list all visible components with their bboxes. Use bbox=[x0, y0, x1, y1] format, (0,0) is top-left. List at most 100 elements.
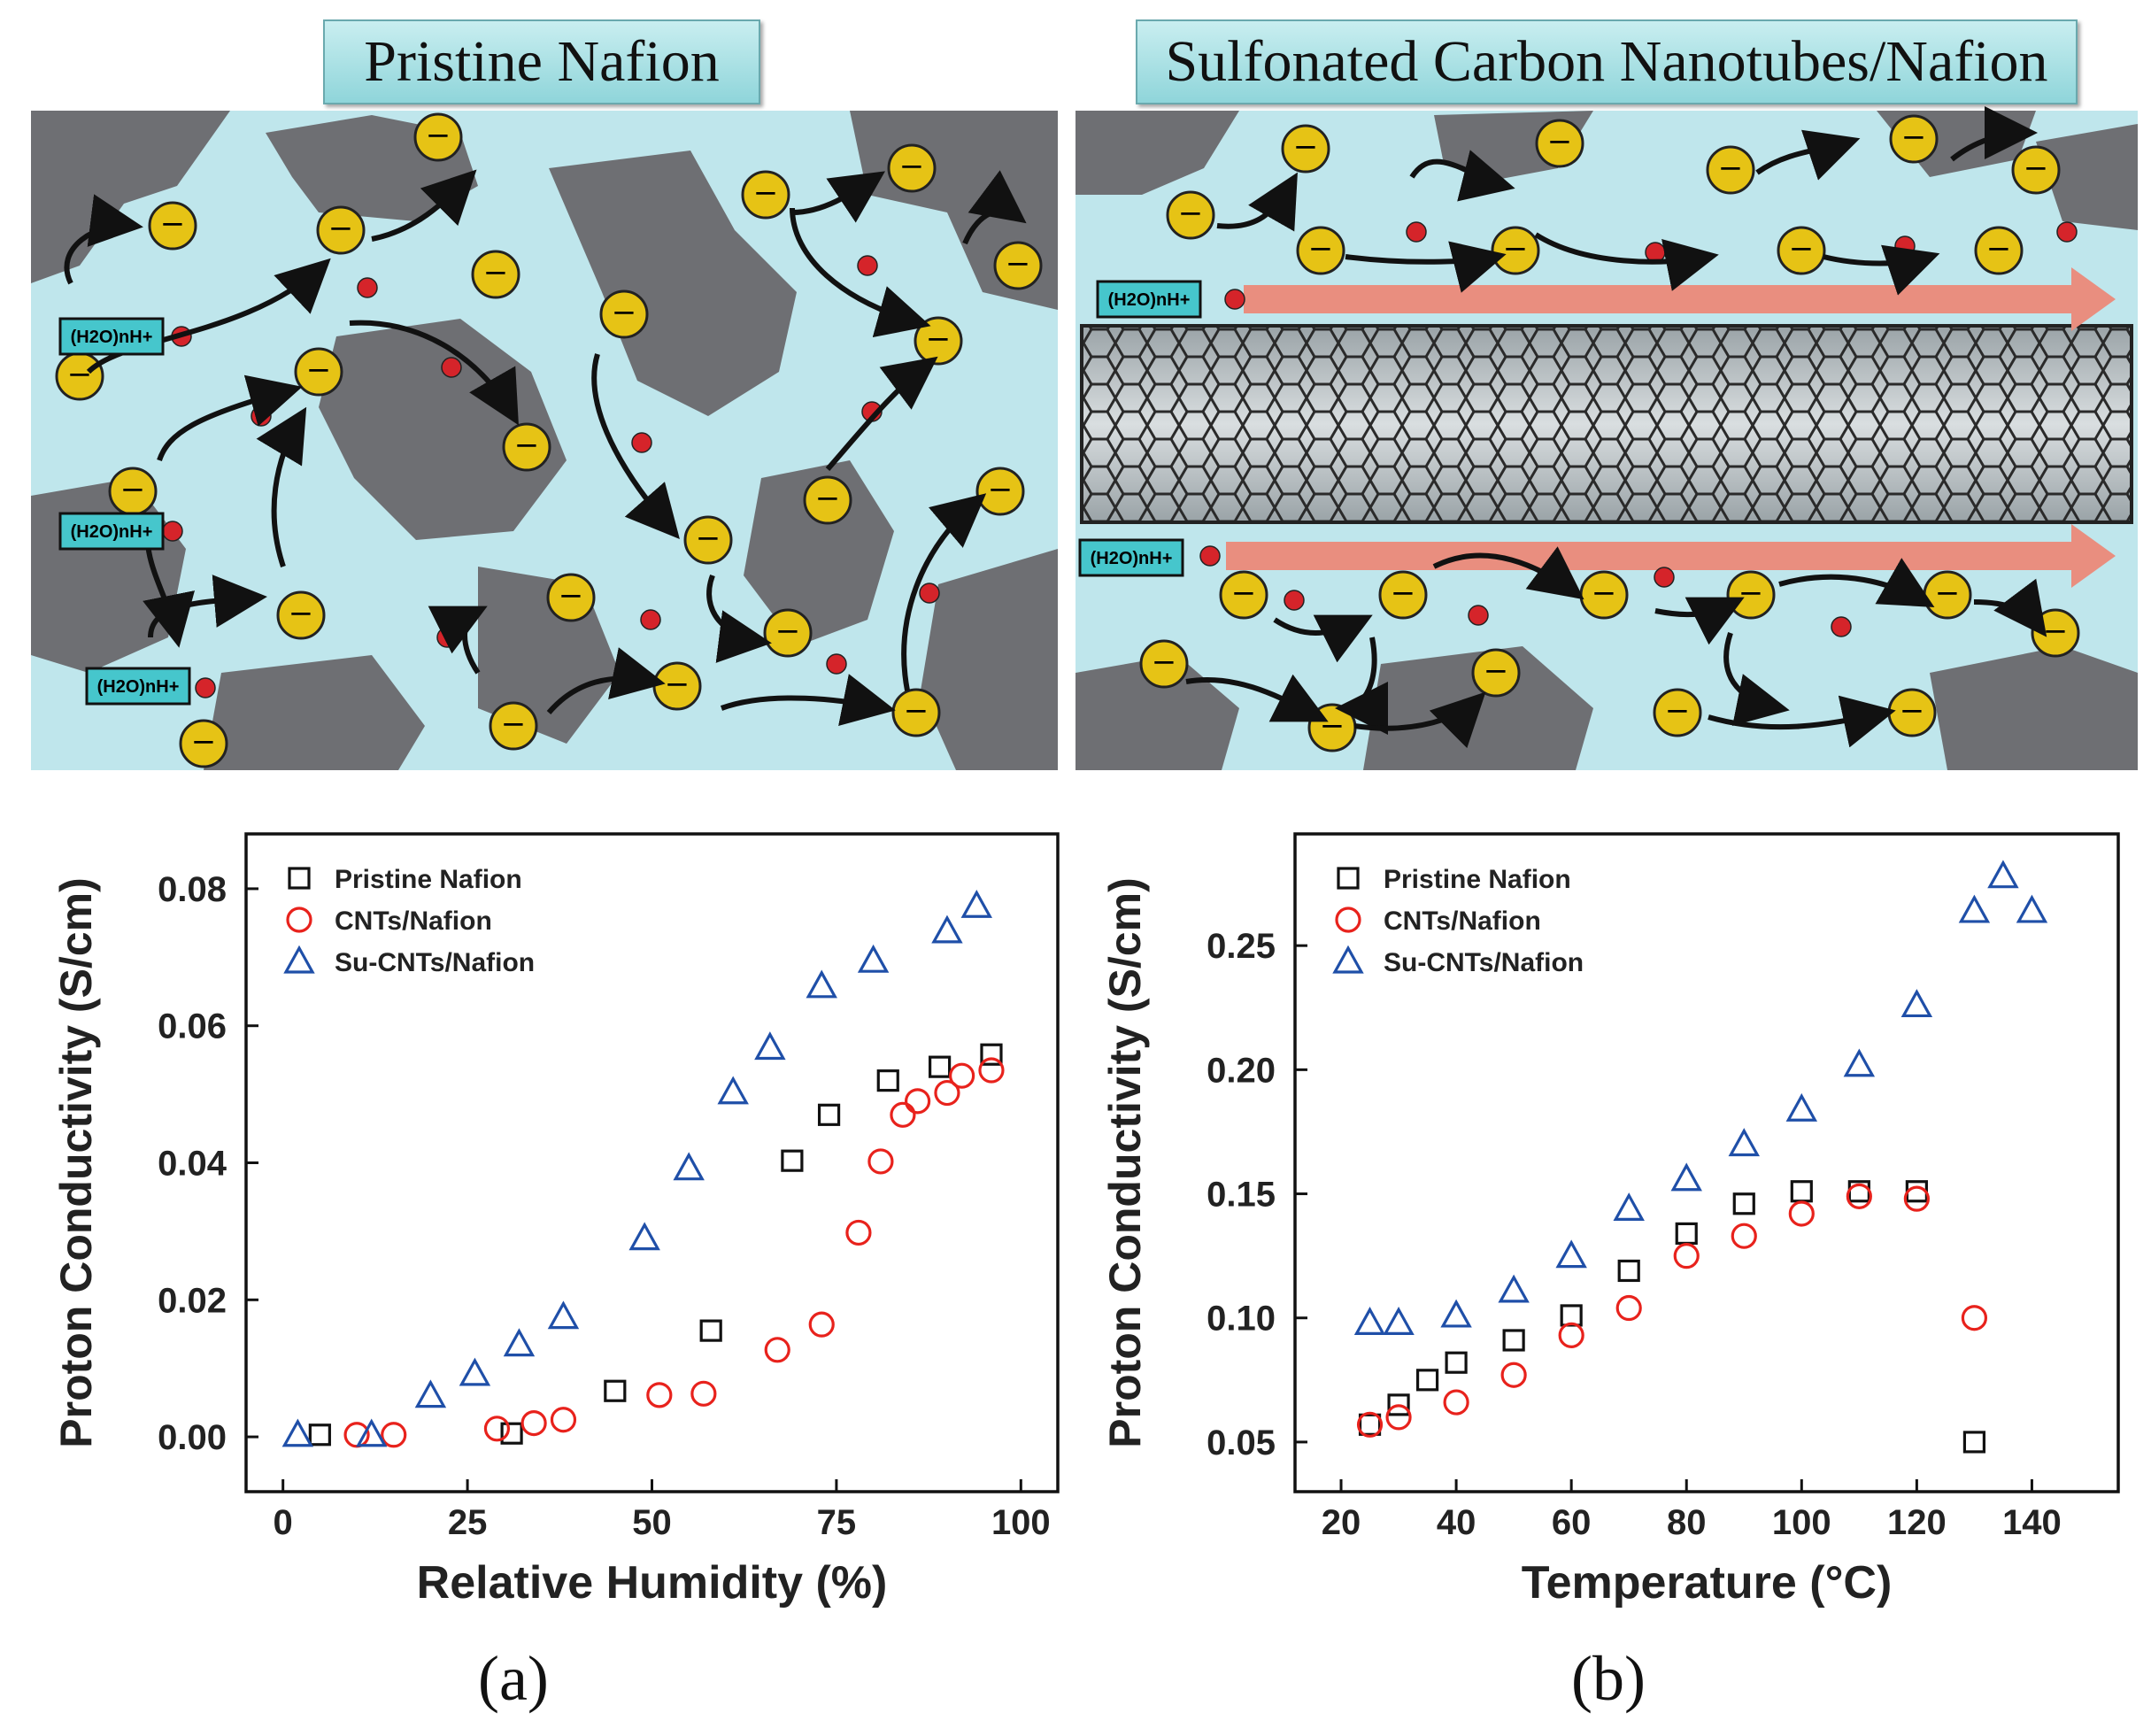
hydronium-labels-right: (H2O)nH+ (H2O)nH+ bbox=[1078, 280, 1202, 577]
chart-a-point-triangle bbox=[857, 944, 890, 973]
chart-b-point-circle bbox=[1385, 1404, 1412, 1431]
chart-a-point-circle bbox=[845, 1219, 872, 1246]
svg-text:(H2O)nH+: (H2O)nH+ bbox=[71, 522, 153, 542]
svg-text:−: − bbox=[1901, 120, 1927, 155]
chart-a-y-tick-label: 0.00 bbox=[158, 1418, 227, 1457]
chart-b-plot-frame bbox=[1293, 832, 2120, 1493]
svg-text:−: − bbox=[988, 472, 1014, 507]
sulfonate-ion: − bbox=[993, 241, 1043, 290]
chart-a-legend-label: CNTs/Nafion bbox=[335, 907, 492, 936]
chart-a-point-circle bbox=[934, 1079, 960, 1107]
svg-text:−: − bbox=[1231, 575, 1257, 611]
chart-b-point-square bbox=[1445, 1351, 1468, 1374]
chart-b-legend-marker bbox=[1335, 907, 1361, 933]
chart-b-point-square bbox=[1387, 1393, 1410, 1416]
svg-text:−: − bbox=[67, 357, 93, 392]
chart-b-y-tick-label: 0.10 bbox=[1207, 1300, 1276, 1339]
sulfonate-ion: − bbox=[599, 289, 649, 339]
svg-text:−: − bbox=[483, 255, 509, 290]
sulfonate-ion: − bbox=[1378, 570, 1428, 620]
chart-a-point-square bbox=[817, 1103, 841, 1126]
sulfonate-ion: − bbox=[803, 475, 852, 525]
sulfonate-ion: − bbox=[1219, 570, 1268, 620]
chart-b-point-triangle bbox=[1958, 894, 1991, 923]
chart-b-series-triangle bbox=[1353, 860, 2048, 1335]
chart-b-point-square bbox=[1502, 1329, 1525, 1352]
chart-a-x-tick-label: 50 bbox=[632, 1503, 672, 1542]
chart-a-point-triangle bbox=[717, 1076, 749, 1105]
sulfonate-ion: − bbox=[1296, 226, 1345, 275]
sulfonate-ion: − bbox=[55, 351, 104, 401]
schematic-illustrations: − − − − − − − − − − − − − − − − − − − − … bbox=[31, 106, 2138, 770]
svg-text:−: − bbox=[1391, 575, 1416, 611]
chart-a-x-axis-label: Relative Humidity (%) bbox=[417, 1557, 888, 1609]
chart-b-point-triangle bbox=[1498, 1274, 1530, 1303]
chart-b-point-triangle bbox=[1843, 1048, 1876, 1077]
chart-a-point-square bbox=[308, 1424, 331, 1447]
chart-b-point-square bbox=[1617, 1259, 1640, 1283]
svg-text:(H2O)nH+: (H2O)nH+ bbox=[97, 677, 180, 697]
chart-a-point-triangle bbox=[459, 1357, 491, 1386]
sulfonate-ion: − bbox=[914, 316, 963, 366]
svg-text:−: − bbox=[120, 472, 146, 507]
left-panel-title: Pristine Nafion bbox=[323, 19, 760, 104]
chart-b-point-square bbox=[1962, 1431, 1986, 1454]
sulfonate-ion: − bbox=[652, 661, 702, 711]
chart-b-point-triangle bbox=[1555, 1239, 1587, 1269]
chart-b-point-square bbox=[1790, 1180, 1813, 1203]
sulfonate-ion: − bbox=[294, 347, 343, 397]
chart-b-point-square bbox=[1415, 1369, 1439, 1392]
sulfonate-ion: − bbox=[179, 719, 228, 768]
svg-text:−: − bbox=[612, 295, 637, 330]
chart-a-series-circle bbox=[343, 1057, 1005, 1448]
chart-b-point-triangle bbox=[1353, 1307, 1386, 1335]
svg-text:−: − bbox=[191, 724, 217, 760]
chart-a-point-triangle bbox=[355, 1418, 388, 1447]
chart-b-legend-marker bbox=[1332, 945, 1364, 974]
svg-text:−: − bbox=[1665, 693, 1691, 729]
svg-text:−: − bbox=[1293, 129, 1319, 165]
chart-a-point-triangle bbox=[503, 1328, 536, 1357]
hopping-arrows bbox=[64, 169, 1027, 727]
chart-b-point-circle bbox=[1846, 1183, 1872, 1209]
chart-a-x-tick-label: 0 bbox=[274, 1503, 293, 1542]
chart-a-series-triangle bbox=[281, 889, 993, 1447]
svg-text:−: − bbox=[1900, 693, 1925, 729]
chart-b-series-square bbox=[1358, 1180, 1986, 1454]
chart-a-point-circle bbox=[867, 1148, 894, 1175]
chart-b-series-circle bbox=[1356, 1183, 1988, 1438]
chart-b-point-circle bbox=[1356, 1411, 1384, 1438]
sulfonate-ion: − bbox=[1281, 124, 1330, 174]
chart-a-point-triangle bbox=[281, 1418, 314, 1447]
chart-b-y-tick-label: 0.25 bbox=[1207, 927, 1276, 966]
chart-b-x-tick-label: 20 bbox=[1322, 1503, 1361, 1542]
carbon-nanotube bbox=[1080, 324, 2133, 524]
chart-a-x-tick-label: 25 bbox=[448, 1503, 488, 1542]
sulfonate-ion: − bbox=[1706, 145, 1755, 195]
sulfonate-ion: − bbox=[1777, 226, 1826, 275]
chart-a-legend-marker bbox=[286, 907, 312, 933]
chart-b-point-circle bbox=[1961, 1305, 1988, 1331]
chart-a-point-circle bbox=[646, 1382, 673, 1408]
svg-text:−: − bbox=[665, 667, 690, 702]
chart-a-y-tick-label: 0.06 bbox=[158, 1007, 227, 1046]
chart-b-legend-label: Su-CNTs/Nafion bbox=[1384, 948, 1584, 977]
sulfonate-ion: − bbox=[1889, 114, 1939, 164]
chart-b-x-tick-label: 40 bbox=[1437, 1503, 1476, 1542]
sulfonate-ion: − bbox=[741, 170, 790, 220]
sulfonate-ion: − bbox=[471, 250, 520, 299]
sulfonate-ion: − bbox=[148, 201, 197, 251]
chart-b-point-square bbox=[1675, 1222, 1698, 1246]
chart-a-legend-label: Su-CNTs/Nafion bbox=[335, 948, 535, 977]
chart-b-point-triangle bbox=[1440, 1299, 1472, 1328]
svg-text:(H2O)nH+: (H2O)nH+ bbox=[1091, 549, 1173, 568]
chart-a-point-triangle bbox=[806, 969, 837, 999]
chart-a-y-tick-label: 0.04 bbox=[158, 1145, 227, 1184]
svg-text:−: − bbox=[289, 596, 314, 631]
chart-b-legend-marker bbox=[1337, 867, 1360, 890]
sulfonate-ion: − bbox=[1579, 570, 1629, 620]
svg-text:(H2O)nH+: (H2O)nH+ bbox=[1108, 290, 1191, 310]
chart-a-point-square bbox=[929, 1055, 952, 1078]
chart-b-point-triangle bbox=[1613, 1192, 1645, 1221]
chart-b-point-triangle bbox=[1900, 989, 1933, 1018]
